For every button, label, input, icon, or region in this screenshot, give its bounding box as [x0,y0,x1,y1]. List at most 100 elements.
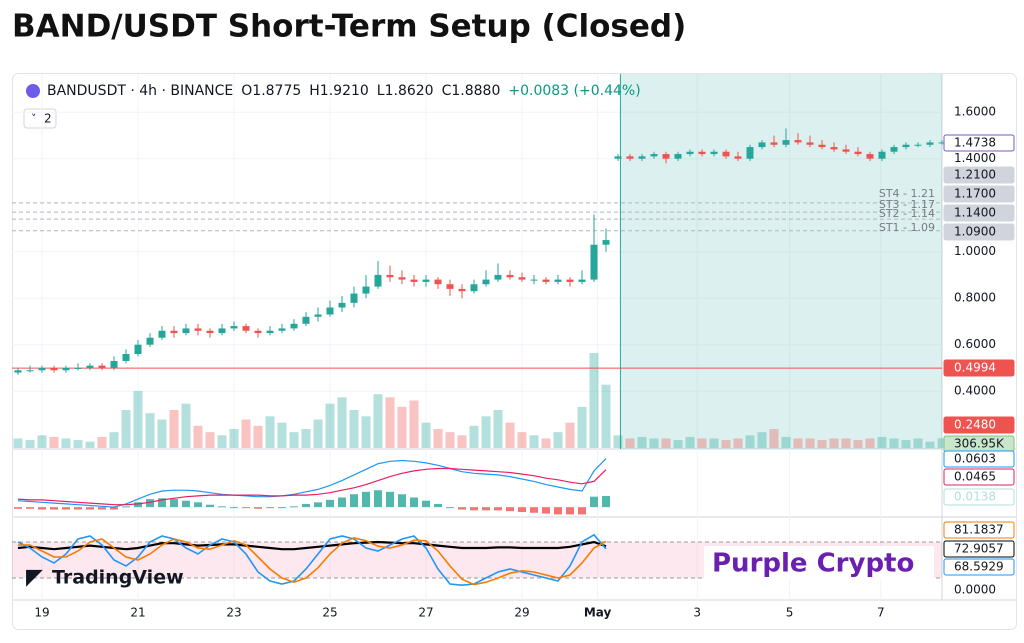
x-tick-label: 7 [877,606,885,620]
candle-body [890,147,898,152]
price-label: 0.4994 [954,361,996,375]
volume-bar [745,435,755,448]
volume-bar [241,419,251,448]
volume-bar [133,391,143,448]
toggle-count[interactable]: 2 [44,112,52,126]
candle-body [758,142,766,148]
candle-body [14,370,22,373]
macd-histogram-bar [38,507,46,510]
candle-body [770,142,778,145]
volume-bar [25,440,35,448]
volume-bar [373,394,383,448]
macd-histogram-bar [182,500,190,508]
volume-bar [709,438,719,448]
volume-bar [529,435,539,448]
price-label-box [943,540,1015,558]
candle-body [914,144,922,146]
macd-histogram-bar [482,507,490,511]
candle-body [278,328,286,331]
price-label: 0.0138 [954,490,996,504]
volume-bar [457,435,467,448]
macd-histogram-bar [338,497,346,508]
watermark: Purple Crypto [712,549,914,579]
candle-body [86,365,94,368]
volume-bar [661,438,671,448]
candle-body [470,284,478,292]
volume-bar [793,438,803,448]
volume-bar [517,432,527,448]
macd-histogram-bar [218,506,226,508]
macd-histogram-bar [242,507,250,509]
chart-frame [12,73,1017,630]
macd-histogram-bar [506,507,514,512]
price-label-box [943,204,1015,222]
candle-body [734,156,742,159]
volume-bar [697,438,707,448]
indicator-toggle[interactable] [23,108,57,129]
y-tick-label: 0.4000 [954,384,996,398]
price-label-box [943,223,1015,241]
price-label: 0.0000 [954,583,996,597]
price-label: 0.0465 [954,470,996,484]
candle-body [602,240,610,245]
candle-body [302,316,310,324]
watermark-box [704,546,934,580]
volume-bar [433,429,443,448]
macd-histogram-bar [458,507,466,510]
volume-bar [145,413,155,448]
volume-bar [685,436,695,448]
watermark-logo: ◤ [26,565,43,590]
candle-body [878,151,886,159]
stoch-line [17,540,607,551]
price-label-box [943,134,1015,152]
candle-body [554,279,562,282]
macd-histogram-bar [194,502,202,508]
candle-body [638,156,646,159]
candle-body [506,274,514,278]
volume-bar [805,438,815,448]
volume-bar [421,422,431,448]
macd-histogram-bar [350,494,358,508]
price-label: 1.1400 [954,206,996,220]
candle-body [146,337,154,345]
volume-bar [481,416,491,448]
macd-histogram-bar [326,499,334,508]
candle-body [410,279,418,282]
macd-histogram-bar [158,498,166,508]
volume-bar [49,436,59,448]
macd-histogram-bar [386,491,394,508]
volume-bar [217,435,227,448]
candle-body [566,279,574,282]
y-tick-label: 1.6000 [954,105,996,119]
volume-bar [589,353,599,448]
price-label-box [943,521,1015,539]
price-label: 1.2100 [954,168,996,182]
price-label-box [943,416,1015,434]
volume-bar [193,425,203,448]
volume-bar [913,438,923,448]
macd-histogram-bar [14,507,22,509]
candle-body [830,147,838,150]
volume-bar [469,425,479,448]
signal-line [17,467,607,506]
candle-body [38,367,46,371]
x-tick-label: 3 [693,606,701,620]
volume-bar [889,438,899,448]
candle-body [842,149,850,152]
volume-bar [337,397,347,448]
candle-body [782,140,790,145]
macd-histogram-bar [494,507,502,511]
macd-histogram-bar [110,507,118,510]
price-label-box [943,558,1015,576]
candle-body [254,330,262,334]
volume-bar [445,432,455,448]
volume-bar [13,438,23,448]
macd-histogram-bar [602,496,610,508]
candle-body [110,360,118,368]
volume-bar [493,410,503,448]
macd-histogram-bar [434,503,442,508]
volume-bar [289,432,299,448]
price-label-box [943,359,1015,377]
trade-zone [620,74,942,449]
